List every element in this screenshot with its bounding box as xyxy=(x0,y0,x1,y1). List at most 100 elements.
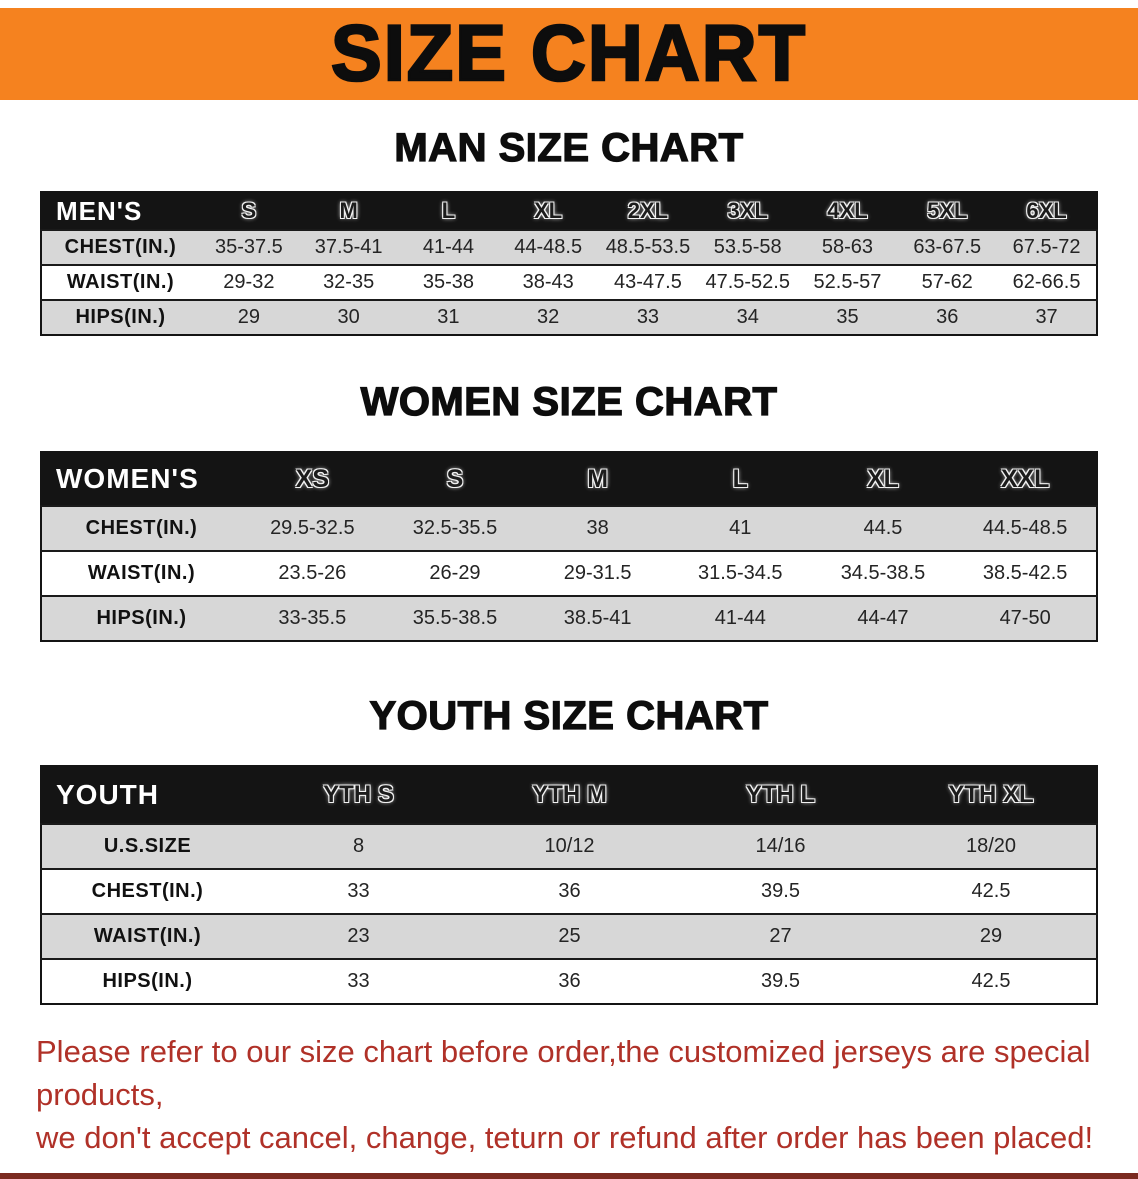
row-label: HIPS(IN.) xyxy=(102,970,193,992)
size-value: 29-31.5 xyxy=(563,562,632,584)
size-value: 30 xyxy=(337,306,360,328)
size-value: 8 xyxy=(352,835,365,857)
size-column-header: L xyxy=(732,464,748,493)
table-corner-label: WOMEN'S xyxy=(56,463,199,494)
size-value: 58-63 xyxy=(821,236,874,258)
table-row: WAIST(IN.) 29-32 32-35 35-38 38-43 43-47.5 47.… xyxy=(41,265,1097,300)
table-row: HIPS(IN.) 33-35.5 35.5-38.5 38.5-41 41-44 44-… xyxy=(41,596,1097,641)
size-column-header: XL xyxy=(534,198,563,223)
size-value: 47.5-52.5 xyxy=(705,271,790,293)
table-row: HIPS(IN.) 33 36 39.5 42.5 xyxy=(41,959,1097,1004)
size-column-header: S xyxy=(446,464,464,493)
size-value: 35.5-38.5 xyxy=(412,607,498,629)
table-row: CHEST(IN.) 29.5-32.5 32.5-35.5 38 41 44.5 44.5… xyxy=(41,506,1097,551)
size-column-header: YTH M xyxy=(532,781,607,808)
size-value: 33 xyxy=(347,880,370,902)
size-value: 29 xyxy=(979,925,1003,947)
size-value: 53.5-58 xyxy=(713,236,782,258)
size-chart-banner: SIZE CHART xyxy=(0,8,1138,100)
row-label: WAIST(IN.) xyxy=(93,925,202,947)
mens-size-table: MEN'S S M L XL 2XL 3XL 4XL 5XL 6XL CHEST(IN.) 35-37… xyxy=(40,191,1098,336)
size-value: 18/20 xyxy=(965,835,1017,857)
size-value: 14/16 xyxy=(755,835,806,857)
size-value: 23.5-26 xyxy=(278,562,347,584)
row-label: CHEST(IN.) xyxy=(85,517,198,539)
disclaimer: Please refer to our size chart before or… xyxy=(36,1031,1102,1159)
table-row: CHEST(IN.) 35-37.5 37.5-41 41-44 44-48.5 48.5… xyxy=(41,230,1097,265)
size-value: 34 xyxy=(736,306,759,328)
size-column-header: YTH L xyxy=(745,781,816,808)
size-value: 63-67.5 xyxy=(913,236,982,258)
size-value: 31.5-34.5 xyxy=(698,562,783,584)
row-label: CHEST(IN.) xyxy=(91,880,204,902)
size-value: 41 xyxy=(729,517,752,539)
size-value: 52.5-57 xyxy=(813,271,882,293)
table-corner-label: MEN'S xyxy=(56,195,143,226)
size-value: 41-44 xyxy=(714,607,766,629)
heading-youth-size-chart: YOUTH SIZE CHART xyxy=(369,693,769,738)
size-value: 36 xyxy=(558,880,581,902)
table-header-row: YOUTH YTH S YTH M YTH L YTH XL xyxy=(41,766,1097,824)
size-value: 23 xyxy=(347,925,370,947)
size-value: 33 xyxy=(347,970,370,992)
size-value: 47-50 xyxy=(999,607,1051,629)
size-value: 57-62 xyxy=(921,271,973,293)
size-value: 36 xyxy=(558,970,581,992)
size-column-header: 2XL xyxy=(627,198,669,223)
size-value: 29-32 xyxy=(223,271,275,293)
size-value: 38.5-42.5 xyxy=(982,562,1068,584)
size-column-header: 6XL xyxy=(1026,198,1067,223)
size-value: 43-47.5 xyxy=(614,271,682,293)
size-column-header: L xyxy=(441,198,456,223)
size-column-header: 4XL xyxy=(827,198,868,223)
table-corner-label: YOUTH xyxy=(56,779,159,810)
size-column-header: M xyxy=(587,464,609,493)
row-label: U.S.SIZE xyxy=(103,835,192,857)
size-value: 67.5-72 xyxy=(1012,236,1081,258)
size-column-header: XS xyxy=(295,464,329,493)
size-value: 38 xyxy=(586,517,609,539)
size-value: 41-44 xyxy=(422,236,474,258)
size-value: 25 xyxy=(558,925,581,947)
size-value: 27 xyxy=(769,925,792,947)
size-value: 32-35 xyxy=(323,271,375,293)
heading-women-size-chart: WOMEN SIZE CHART xyxy=(360,379,778,424)
size-value: 37.5-41 xyxy=(314,236,383,258)
size-value: 32.5-35.5 xyxy=(412,517,498,539)
womens-size-table: WOMEN'S XS S M L XL XXL CHEST(IN.) 29.5-32.5 32.5… xyxy=(40,451,1098,642)
size-value: 44-47 xyxy=(857,607,909,629)
size-column-header: 5XL xyxy=(927,198,968,223)
row-label: HIPS(IN.) xyxy=(96,607,187,629)
size-value: 34.5-38.5 xyxy=(840,562,926,584)
size-value: 37 xyxy=(1035,306,1058,328)
size-value: 31 xyxy=(437,306,460,328)
table-row: U.S.SIZE 8 10/12 14/16 18/20 xyxy=(41,824,1097,869)
size-value: 35 xyxy=(836,306,859,328)
size-value: 29 xyxy=(237,306,260,328)
row-label: WAIST(IN.) xyxy=(66,271,175,293)
row-label: CHEST(IN.) xyxy=(64,236,177,258)
size-value: 33-35.5 xyxy=(278,607,347,629)
size-value: 42.5 xyxy=(971,880,1011,902)
size-chart-title: SIZE CHART xyxy=(330,9,807,98)
size-value: 39.5 xyxy=(761,970,800,992)
size-column-header: YTH S xyxy=(323,781,394,808)
size-column-header: XXL xyxy=(1000,464,1050,493)
size-column-header: S xyxy=(241,198,257,223)
size-value: 33 xyxy=(636,306,660,328)
size-value: 62-66.5 xyxy=(1012,271,1081,293)
table-row: HIPS(IN.) 29 30 31 32 33 34 35 36 37 xyxy=(41,300,1097,335)
table-header-row: MEN'S S M L XL 2XL 3XL 4XL 5XL 6XL xyxy=(41,192,1097,230)
table-row: CHEST(IN.) 33 36 39.5 42.5 xyxy=(41,869,1097,914)
disclaimer-line-1: Please refer to our size chart before or… xyxy=(36,1034,1091,1112)
footer-bar xyxy=(0,1173,1138,1179)
heading-man-size-chart: MAN SIZE CHART xyxy=(394,125,744,170)
size-value: 39.5 xyxy=(761,880,800,902)
size-column-header: YTH XL xyxy=(948,781,1034,808)
size-value: 36 xyxy=(936,306,959,328)
size-value: 35-38 xyxy=(422,271,474,293)
row-label: WAIST(IN.) xyxy=(87,562,196,584)
size-value: 38.5-41 xyxy=(563,607,632,629)
size-value: 42.5 xyxy=(971,970,1011,992)
